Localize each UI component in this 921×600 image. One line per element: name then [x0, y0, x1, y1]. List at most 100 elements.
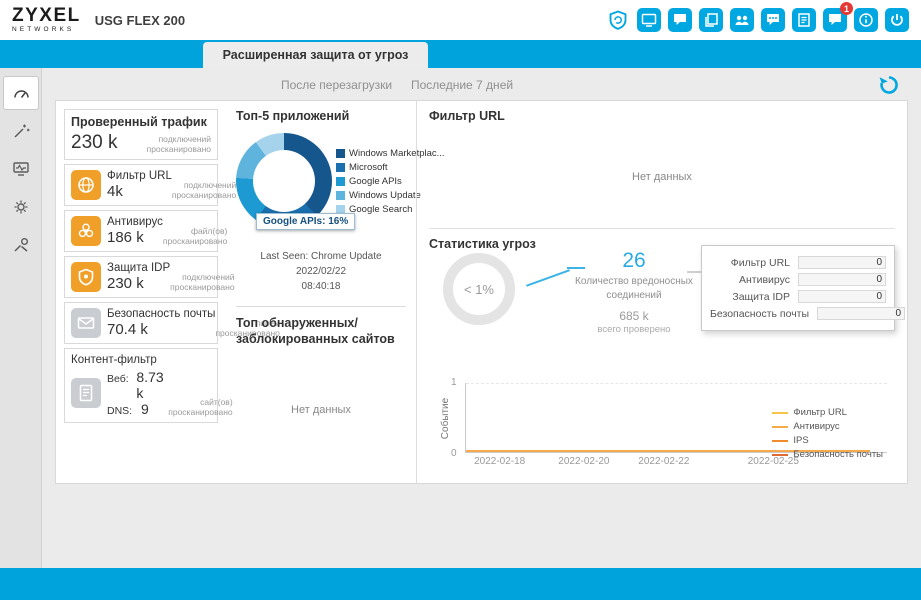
sidebar-item-maintenance[interactable] — [3, 228, 39, 262]
topbar: ZYXEL NETWORKS USG FLEX 200 1 — [0, 0, 921, 40]
card-label: Фильтр URL — [107, 170, 172, 182]
legend-label: Windows Marketplac... — [349, 147, 445, 159]
sidebar-item-dashboard[interactable] — [2, 76, 39, 110]
card-label: Антивирус — [107, 216, 163, 228]
card-idp: Защита IDP 230 k подключений просканиров… — [64, 256, 235, 298]
legend-label: Microsoft — [349, 161, 388, 173]
gear-icon — [14, 200, 27, 214]
caption-line2: соединений — [606, 289, 662, 301]
device-model: USG FLEX 200 — [94, 12, 186, 28]
document-filter-icon — [71, 378, 101, 408]
chart-legend-swatch — [772, 411, 789, 414]
sidebar-item-monitoring[interactable] — [3, 152, 39, 186]
after-reboot-label: После перезагрузки — [281, 78, 393, 92]
threat-row-label: Фильтр URL — [730, 256, 790, 269]
card-url-filter: Фильтр URL 4k подключений просканировано — [64, 164, 236, 206]
notifications-icon[interactable]: 1 — [823, 2, 853, 32]
dashboard-panel: Проверенный трафик 230 k подключений про… — [55, 100, 908, 484]
card-unit: файл(ов) просканировано — [163, 226, 227, 246]
card-email-security: Безопасность почты 70.4 k писем проскани… — [64, 302, 280, 344]
threat-row-label: Антивирус — [738, 273, 790, 286]
legend-label: Google APIs — [349, 175, 402, 187]
scanned-traffic-title: Проверенный трафик — [71, 115, 207, 129]
card-unit: подключений просканировано — [170, 272, 234, 292]
brand-name: ZYXEL — [12, 5, 81, 27]
unit-line1: сайт(ов) — [200, 396, 233, 407]
community-icon[interactable] — [730, 8, 754, 32]
chart-ylabel: Событие — [440, 398, 452, 440]
envelope-icon — [71, 308, 101, 338]
content: После перезагрузки Последние 7 дней Пров… — [42, 68, 921, 568]
feedback-form-icon[interactable] — [792, 8, 816, 32]
last-7-days-label: Последние 7 дней — [411, 78, 514, 92]
last-seen-line1: Last Seen: Chrome Update 2022/02/22 — [260, 251, 382, 277]
total-scanned-value: 230 k — [71, 132, 118, 153]
threat-row: Защита IDP 0 — [710, 290, 886, 303]
threat-row-bar: 0 — [817, 307, 906, 320]
security-shield-icon[interactable] — [606, 8, 630, 32]
footer-bar — [0, 568, 921, 600]
topbar-icons: 1 — [606, 2, 909, 32]
unit-line1: подключений — [182, 271, 235, 282]
dns-label: DNS: — [107, 405, 133, 417]
xtick: 2022-02-20 — [558, 456, 610, 467]
malicious-caption: Количество вредоносных соединений — [559, 275, 709, 302]
unit-line1: писем — [255, 317, 280, 328]
threat-row-label: Защита IDP — [732, 290, 790, 303]
refresh-button[interactable] — [876, 72, 902, 98]
scanned-traffic-total-card: Проверенный трафик 230 k подключений про… — [64, 109, 218, 160]
top-sites-empty: Нет данных — [291, 403, 351, 416]
tab-general-info[interactable]: Основная информация — [18, 0, 203, 68]
card-unit: писем просканировано — [215, 318, 279, 338]
legend-swatch — [336, 190, 345, 200]
legend-swatch — [336, 176, 345, 186]
donut-tooltip: Google APIs: 16% — [256, 213, 356, 230]
threat-stats-title: Статистика угроз — [429, 237, 536, 251]
sidebar — [0, 68, 42, 568]
sidebar-item-configuration[interactable] — [3, 190, 39, 224]
copy-icon[interactable] — [699, 8, 723, 32]
live-chat-icon[interactable] — [668, 8, 692, 32]
chart-legend-item: Антивирус — [772, 421, 883, 432]
refresh-icon — [879, 76, 898, 94]
threat-row-value: 0 — [876, 257, 882, 268]
unit-line1: подключений — [183, 179, 237, 190]
last-seen-line2: 08:40:18 — [301, 281, 341, 292]
biohazard-icon — [71, 216, 101, 246]
card-value: 230 k — [107, 275, 144, 292]
xtick: 2022-02-25 — [747, 456, 799, 467]
top-sites-title: Топ обнаруженных/ заблокированных сайтов — [236, 315, 406, 348]
chart-legend-label: IPS — [793, 435, 809, 446]
chart-legend-swatch — [772, 425, 789, 428]
ytick-1: 1 — [451, 377, 457, 388]
card-label: Безопасность почты — [107, 308, 216, 320]
chart-series-line — [466, 450, 871, 452]
remote-console-icon[interactable] — [637, 8, 661, 32]
connector-line — [567, 267, 585, 269]
malicious-count: 26 — [622, 249, 646, 272]
zyxel-logo: ZYXEL NETWORKS — [12, 6, 81, 34]
threat-row-value: 0 — [876, 291, 882, 302]
tab-advanced-threat-protection[interactable]: Расширенная защита от угроз — [202, 42, 429, 68]
xtick: 2022-02-18 — [474, 456, 526, 467]
chart-plot-area: 2022-02-18 2022-02-20 2022-02-22 2022-02… — [465, 383, 887, 467]
legend-item: Windows Update — [336, 190, 445, 201]
unit-line2: просканировано — [168, 406, 233, 417]
chart-legend: Фильтр URL Антивирус IPS Безопасность по… — [772, 407, 883, 460]
scanned-traffic-column: Проверенный трафик 230 k подключений про… — [56, 101, 280, 483]
dns-value: 9 — [141, 401, 149, 417]
threat-counts-box: Фильтр URL 0 Антивирус 0 Защита IDP 0 — [701, 245, 906, 331]
legend-item: Google APIs — [336, 176, 445, 187]
malicious-summary: 26 Количество вредоносных соединений 685… — [559, 249, 709, 335]
threat-row: Безопасность почты 0 — [710, 307, 906, 320]
messages-icon[interactable] — [761, 8, 785, 32]
logout-power-icon[interactable] — [885, 8, 909, 32]
card-value: 4k — [107, 183, 123, 200]
legend-swatch — [336, 204, 345, 214]
sidebar-item-wizard[interactable] — [3, 114, 39, 148]
last7days-column: Фильтр URL Нет данных Статистика угроз <… — [416, 101, 907, 483]
info-icon[interactable] — [854, 8, 878, 32]
legend-item: Microsoft — [336, 162, 445, 173]
card-value: 186 k — [107, 229, 144, 246]
top-sites-title-line1: Топ обнаруженных/ — [236, 316, 358, 330]
